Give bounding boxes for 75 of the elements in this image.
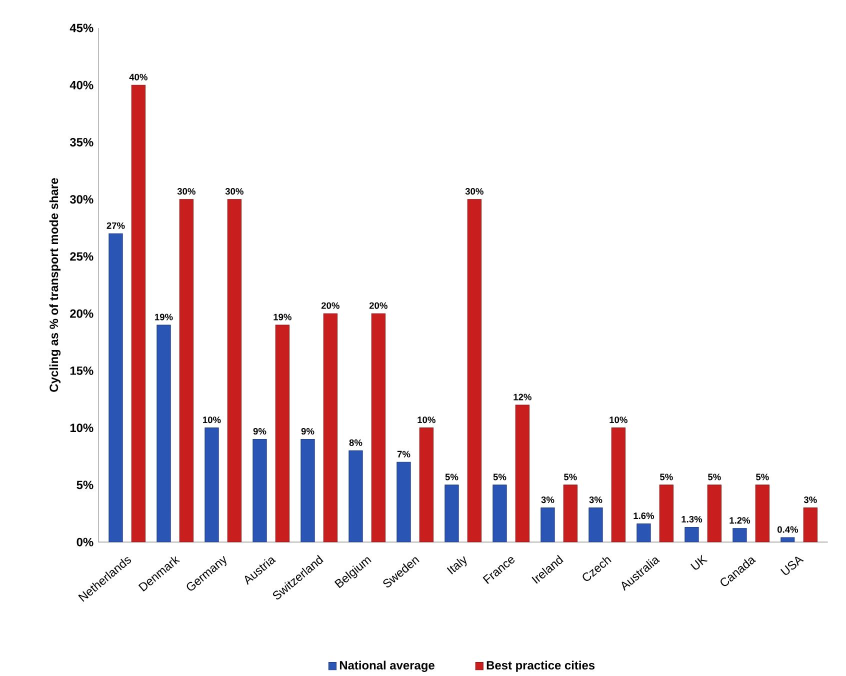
bar bbox=[732, 528, 747, 542]
data-label: 5% bbox=[445, 474, 458, 480]
bar bbox=[540, 507, 555, 542]
bar bbox=[227, 198, 242, 542]
y-tick-label: 15% bbox=[70, 366, 94, 375]
bar bbox=[252, 438, 267, 542]
bar bbox=[275, 324, 290, 542]
x-tick-label: USA bbox=[780, 556, 804, 575]
data-label: 19% bbox=[274, 314, 292, 320]
bar bbox=[300, 438, 315, 542]
bar bbox=[348, 450, 363, 542]
bar bbox=[131, 84, 146, 542]
bar bbox=[707, 484, 722, 542]
bar bbox=[563, 484, 578, 542]
data-label: 30% bbox=[225, 188, 244, 195]
data-label: 10% bbox=[610, 416, 628, 423]
data-label: 30% bbox=[177, 188, 196, 195]
bar bbox=[371, 313, 386, 542]
bar bbox=[444, 484, 459, 542]
bar bbox=[492, 484, 507, 542]
data-label: 40% bbox=[129, 74, 148, 80]
data-label: 5% bbox=[660, 474, 673, 480]
y-tick-label: 5% bbox=[76, 480, 94, 490]
data-label: 12% bbox=[514, 394, 532, 400]
y-tick-label: 10% bbox=[70, 423, 94, 432]
bar bbox=[515, 404, 530, 542]
data-label: 5% bbox=[493, 474, 506, 480]
y-tick-label: 45% bbox=[70, 24, 94, 32]
data-label: 30% bbox=[465, 188, 484, 195]
y-tick-label: 25% bbox=[70, 252, 94, 261]
bar bbox=[636, 523, 651, 542]
data-label: 5% bbox=[708, 474, 721, 480]
legend-label: National average bbox=[340, 660, 434, 672]
data-label: 9% bbox=[253, 428, 266, 434]
legend-label: Best practice cities bbox=[486, 660, 595, 672]
bar bbox=[323, 313, 338, 542]
bar bbox=[396, 462, 411, 542]
data-label: 1.2% bbox=[730, 516, 750, 524]
y-tick-label: 40% bbox=[70, 80, 94, 90]
data-label: 7% bbox=[397, 450, 410, 458]
bar bbox=[419, 427, 434, 542]
bar bbox=[108, 233, 123, 542]
data-label: 10% bbox=[418, 416, 436, 423]
bar bbox=[755, 484, 770, 542]
data-label: 8% bbox=[349, 439, 362, 446]
y-tick-label: 35% bbox=[70, 138, 94, 146]
data-label: 27% bbox=[106, 222, 125, 229]
y-tick-label: 0% bbox=[76, 538, 94, 546]
bar bbox=[179, 198, 194, 542]
data-label: 5% bbox=[564, 474, 577, 480]
data-label: 3% bbox=[541, 496, 554, 503]
data-label: 1.3% bbox=[682, 516, 702, 522]
y-tick-label: 30% bbox=[70, 194, 94, 204]
bar bbox=[156, 324, 171, 542]
bar bbox=[803, 507, 818, 542]
data-label: 20% bbox=[321, 302, 340, 309]
x-tick-label: Italy bbox=[446, 556, 467, 574]
x-tick-label: UK bbox=[690, 554, 708, 570]
data-label: 3% bbox=[589, 496, 602, 503]
bar bbox=[611, 427, 626, 542]
data-label: 3% bbox=[804, 496, 817, 503]
bar bbox=[467, 198, 482, 542]
bar bbox=[588, 507, 603, 542]
bar bbox=[659, 484, 674, 542]
data-label: 19% bbox=[155, 314, 173, 320]
data-label: 1.6% bbox=[634, 512, 654, 519]
data-label: 9% bbox=[301, 428, 314, 434]
data-label: 0.4% bbox=[778, 526, 798, 533]
data-label: 20% bbox=[369, 302, 388, 309]
bar bbox=[204, 427, 219, 542]
data-label: 5% bbox=[756, 474, 769, 480]
y-axis-title: Cycling as % of transport mode share bbox=[49, 178, 61, 392]
bar bbox=[684, 526, 699, 542]
y-tick-label: 20% bbox=[70, 309, 94, 318]
data-label: 10% bbox=[203, 416, 221, 423]
